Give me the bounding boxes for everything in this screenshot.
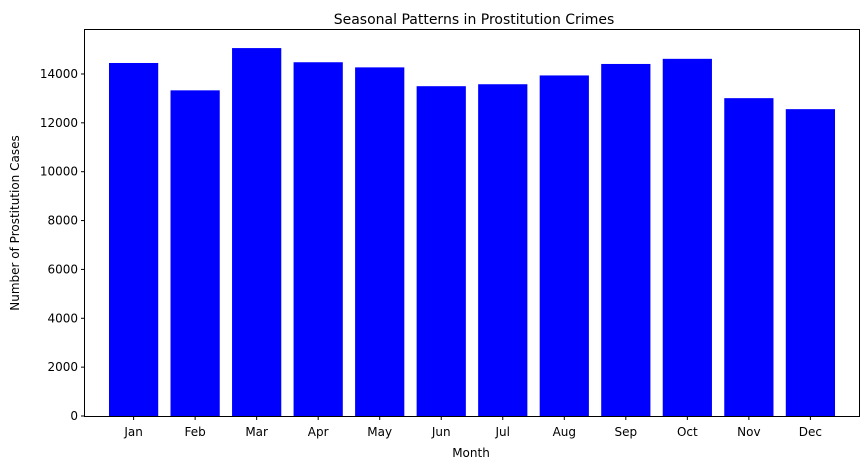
bar-jul	[478, 84, 528, 416]
bar-aug	[539, 75, 589, 417]
x-tick-label: Oct	[677, 425, 698, 439]
y-tick-label: 10000	[40, 165, 78, 179]
bar-apr	[293, 62, 343, 416]
bar-feb	[170, 90, 220, 416]
x-tick-label: Jul	[495, 425, 510, 439]
plot-frame	[84, 29, 860, 417]
bar-dec	[785, 109, 836, 417]
x-tick-label: Sep	[615, 425, 638, 439]
bar-oct	[662, 58, 712, 416]
x-tick-label: Nov	[737, 425, 760, 439]
y-axis-label: Number of Prostitution Cases	[8, 135, 22, 310]
y-tick-label: 8000	[47, 214, 78, 228]
x-tick-label: Apr	[308, 425, 329, 439]
x-tick-label: Jun	[431, 425, 451, 439]
bar-mar	[232, 48, 282, 416]
y-tick-label: 4000	[47, 311, 78, 325]
bars-group	[108, 48, 836, 417]
x-tick-label: Feb	[185, 425, 206, 439]
y-tick-label: 12000	[40, 116, 78, 130]
bar-jun	[416, 86, 466, 416]
bar-nov	[724, 98, 774, 416]
y-tick-label: 6000	[47, 262, 78, 276]
y-tick-label: 14000	[40, 67, 78, 81]
bar-jan	[108, 62, 159, 416]
y-tick-label: 0	[70, 409, 78, 423]
x-tick-label: Aug	[553, 425, 576, 439]
x-tick-label: Dec	[799, 425, 822, 439]
bar-sep	[601, 63, 651, 417]
chart-title: Seasonal Patterns in Prostitution Crimes	[334, 12, 615, 28]
y-tick-label: 2000	[47, 360, 78, 374]
x-tick-label: Mar	[245, 425, 268, 439]
x-tick-label: May	[367, 425, 392, 439]
x-tick-label: Jan	[123, 425, 143, 439]
x-axis-ticks: Jan Feb Mar Apr May Jun Jul Aug Sep Oct Nov Dec	[123, 416, 822, 439]
bar-may	[355, 67, 405, 416]
y-axis-ticks: 0 2000 4000 6000 8000 10000 12000 14000	[40, 67, 85, 423]
x-axis-label: Month	[452, 446, 490, 460]
